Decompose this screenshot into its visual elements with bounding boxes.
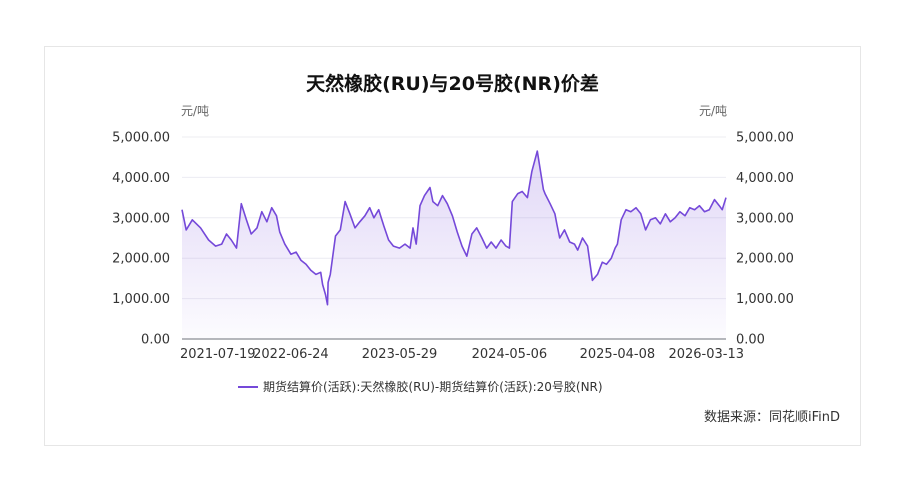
series-line	[181, 150, 727, 306]
x-tick-label: 2025-04-08	[580, 347, 656, 362]
chart-card: 天然橡胶(RU)与20号胶(NR)价差 元/吨 元/吨 0.00 0.00 1,000.…	[44, 46, 861, 446]
legend-label: 期货结算价(活跃):天然橡胶(RU)-期货结算价(活跃):20号胶(NR)	[263, 379, 603, 394]
y-axis-unit-right: 元/吨	[699, 104, 727, 118]
y-tick-label-right: 1,000.00	[736, 292, 794, 307]
y-axis-unit-left: 元/吨	[181, 104, 209, 118]
y-tick-label-right: 3,000.00	[736, 211, 794, 226]
y-tick-label-left: 3,000.00	[112, 211, 170, 226]
y-tick-label-right: 0.00	[736, 333, 765, 348]
y-tick-label-right: 5,000.00	[736, 131, 794, 146]
data-source: 数据来源：同花顺iFinD	[703, 410, 840, 425]
y-tick-label-right: 2,000.00	[736, 252, 794, 267]
chart-title: 天然橡胶(RU)与20号胶(NR)价差	[306, 73, 599, 95]
x-tick-label: 2023-05-29	[362, 347, 438, 362]
x-tick-label: 2021-07-19	[180, 347, 256, 362]
y-tick-label-left: 5,000.00	[112, 131, 170, 146]
series-area	[182, 151, 726, 339]
y-tick-label-left: 2,000.00	[112, 252, 170, 267]
y-tick-label-left: 1,000.00	[112, 292, 170, 307]
y-tick-label-left: 4,000.00	[112, 171, 170, 186]
x-tick-label: 2022-06-24	[253, 347, 329, 362]
x-tick-label: 2024-05-06	[472, 347, 548, 362]
y-tick-label-left: 0.00	[141, 333, 170, 348]
y-tick-label-right: 4,000.00	[736, 171, 794, 186]
x-tick-label: 2026-03-13	[668, 347, 744, 362]
chart-svg: 元/吨 元/吨 0.00 0.00 1,000.00 1,000.00 2,000.00 2,…	[112, 104, 794, 394]
